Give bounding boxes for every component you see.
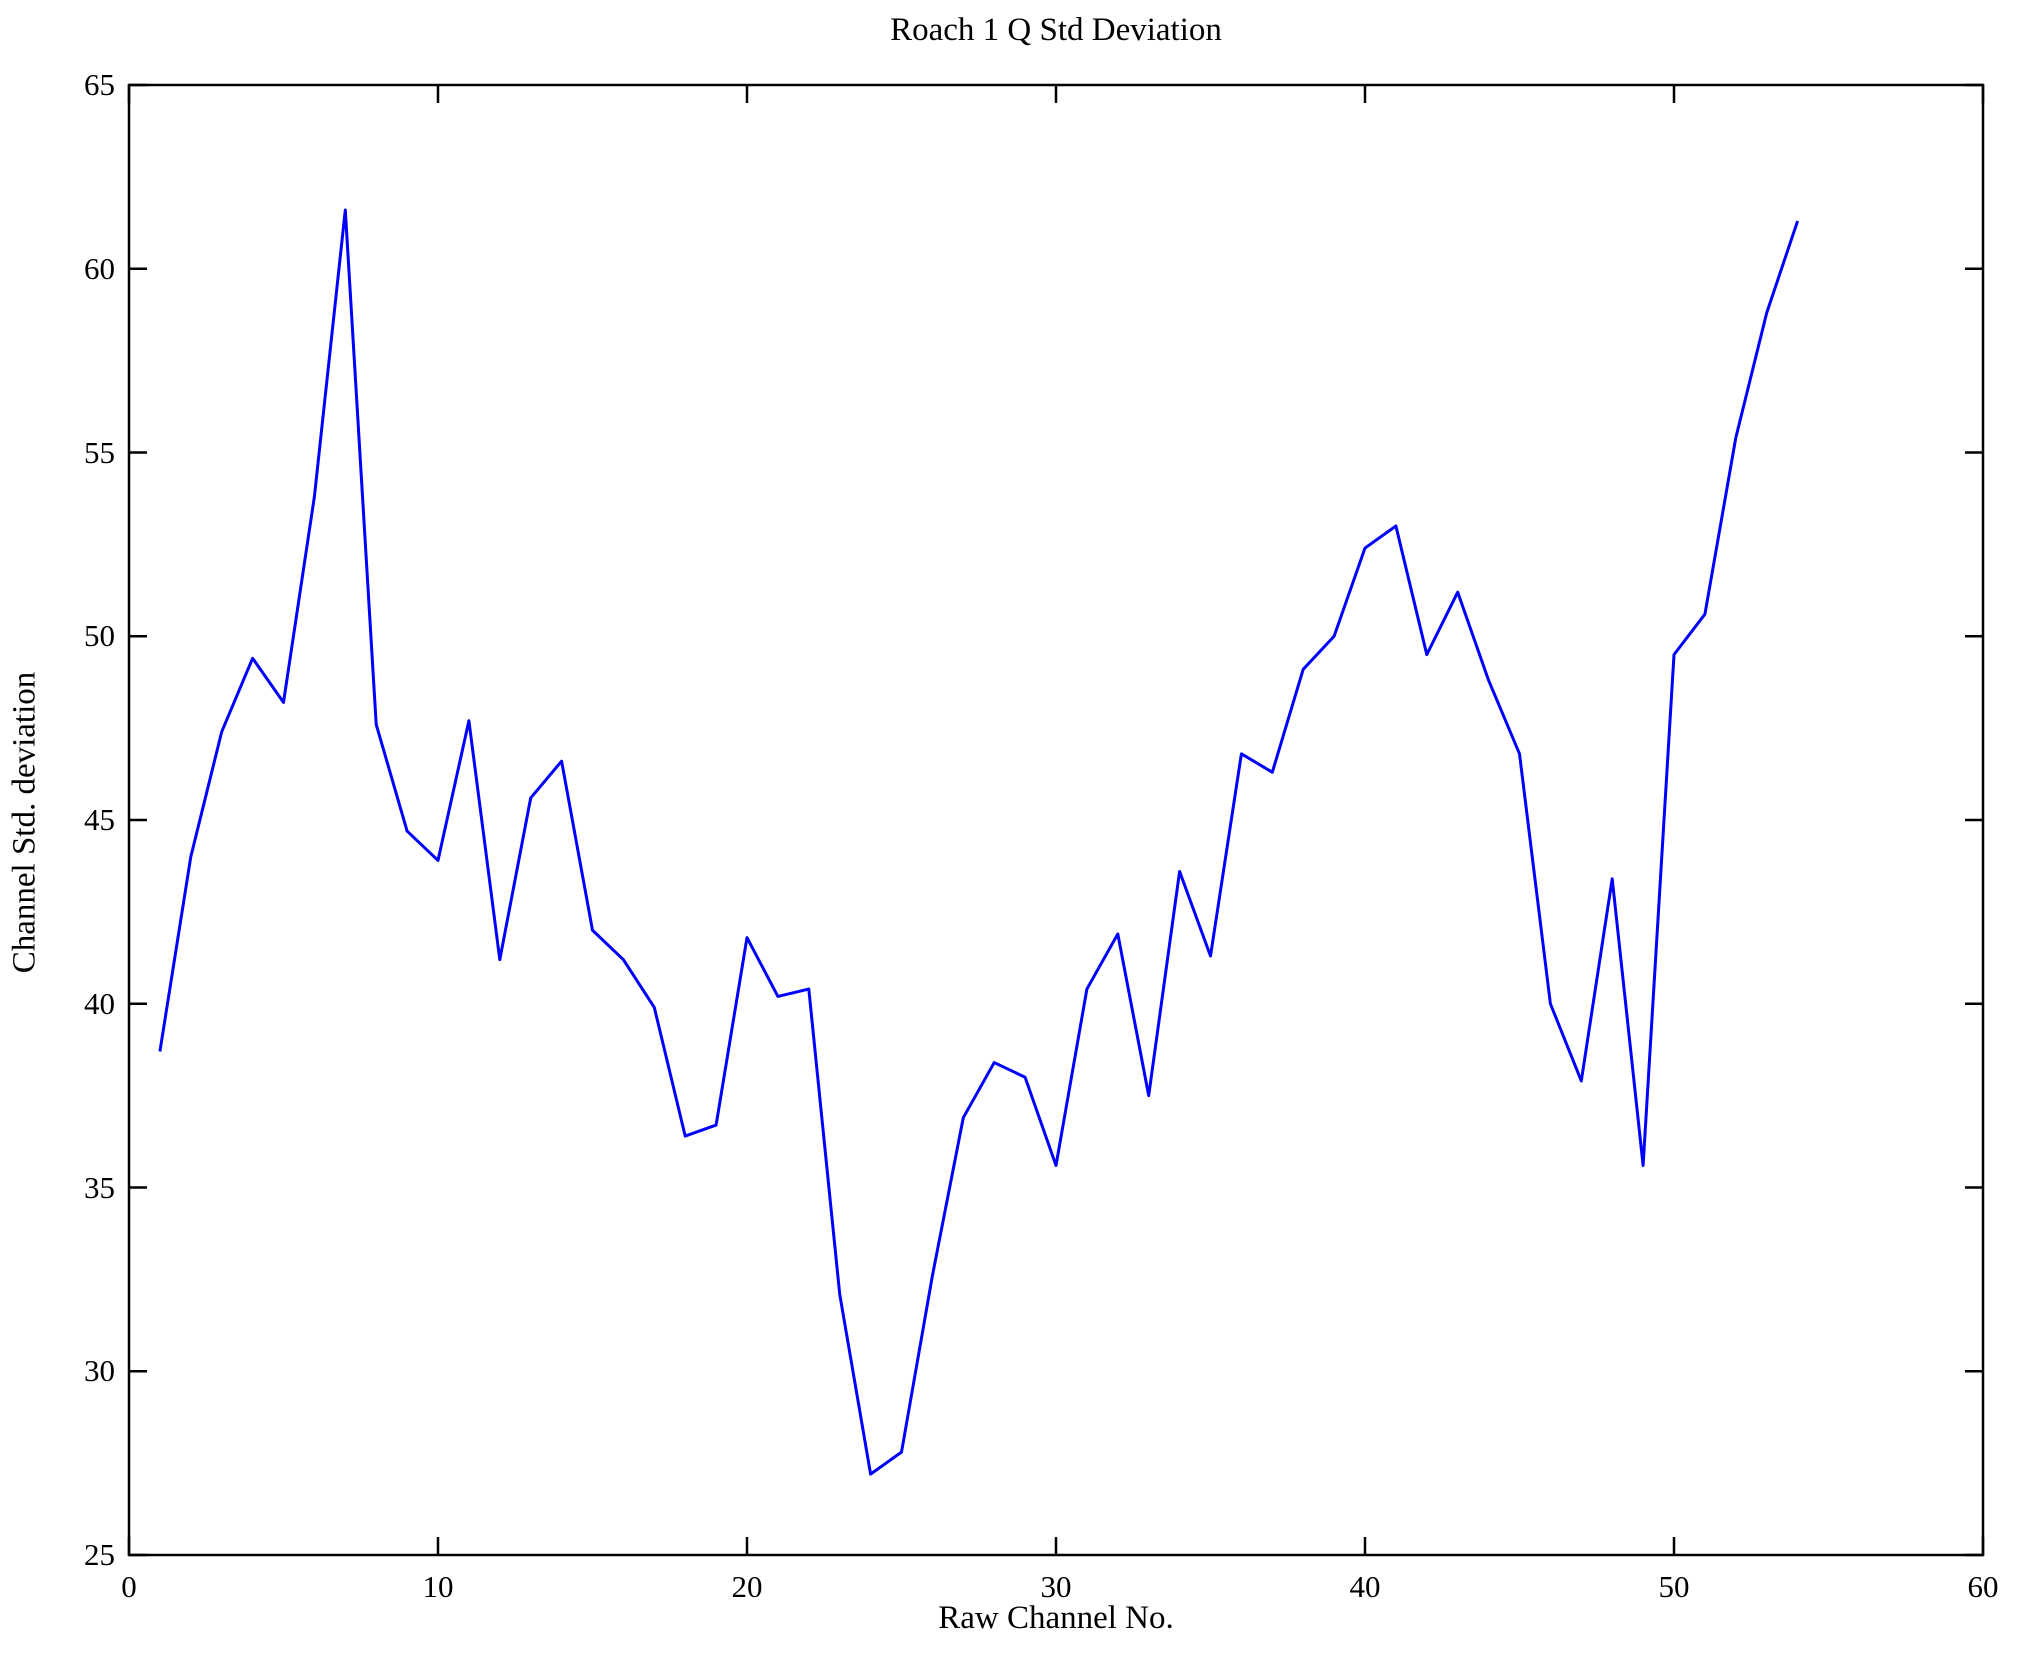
y-axis-label: Channel Std. deviation	[6, 671, 43, 974]
x-tick-label: 0	[121, 1569, 137, 1604]
chart-title: Roach 1 Q Std Deviation	[890, 12, 1222, 48]
y-tick-label: 30	[84, 1353, 115, 1389]
y-tick-label: 35	[84, 1169, 115, 1205]
x-tick-label: 40	[1349, 1569, 1381, 1604]
x-axis-label: Raw Channel No.	[938, 1600, 1174, 1636]
y-tick-label: 60	[84, 250, 115, 286]
data-line	[158, 208, 1800, 1476]
x-tick-label: 10	[422, 1569, 454, 1604]
y-tick-label: 40	[84, 985, 115, 1021]
y-tick-label: 25	[84, 1537, 115, 1572]
y-tick-label: 50	[84, 618, 115, 654]
x-tick-label: 30	[1040, 1569, 1072, 1604]
x-tick-label: 60	[1967, 1569, 1999, 1604]
x-tick-label: 20	[731, 1569, 763, 1604]
y-tick-label: 65	[84, 67, 115, 102]
y-tick-label: 45	[84, 802, 115, 837]
y-tick-label: 55	[84, 434, 115, 470]
plot-box	[127, 83, 1985, 1557]
x-tick-label: 50	[1658, 1569, 1690, 1604]
